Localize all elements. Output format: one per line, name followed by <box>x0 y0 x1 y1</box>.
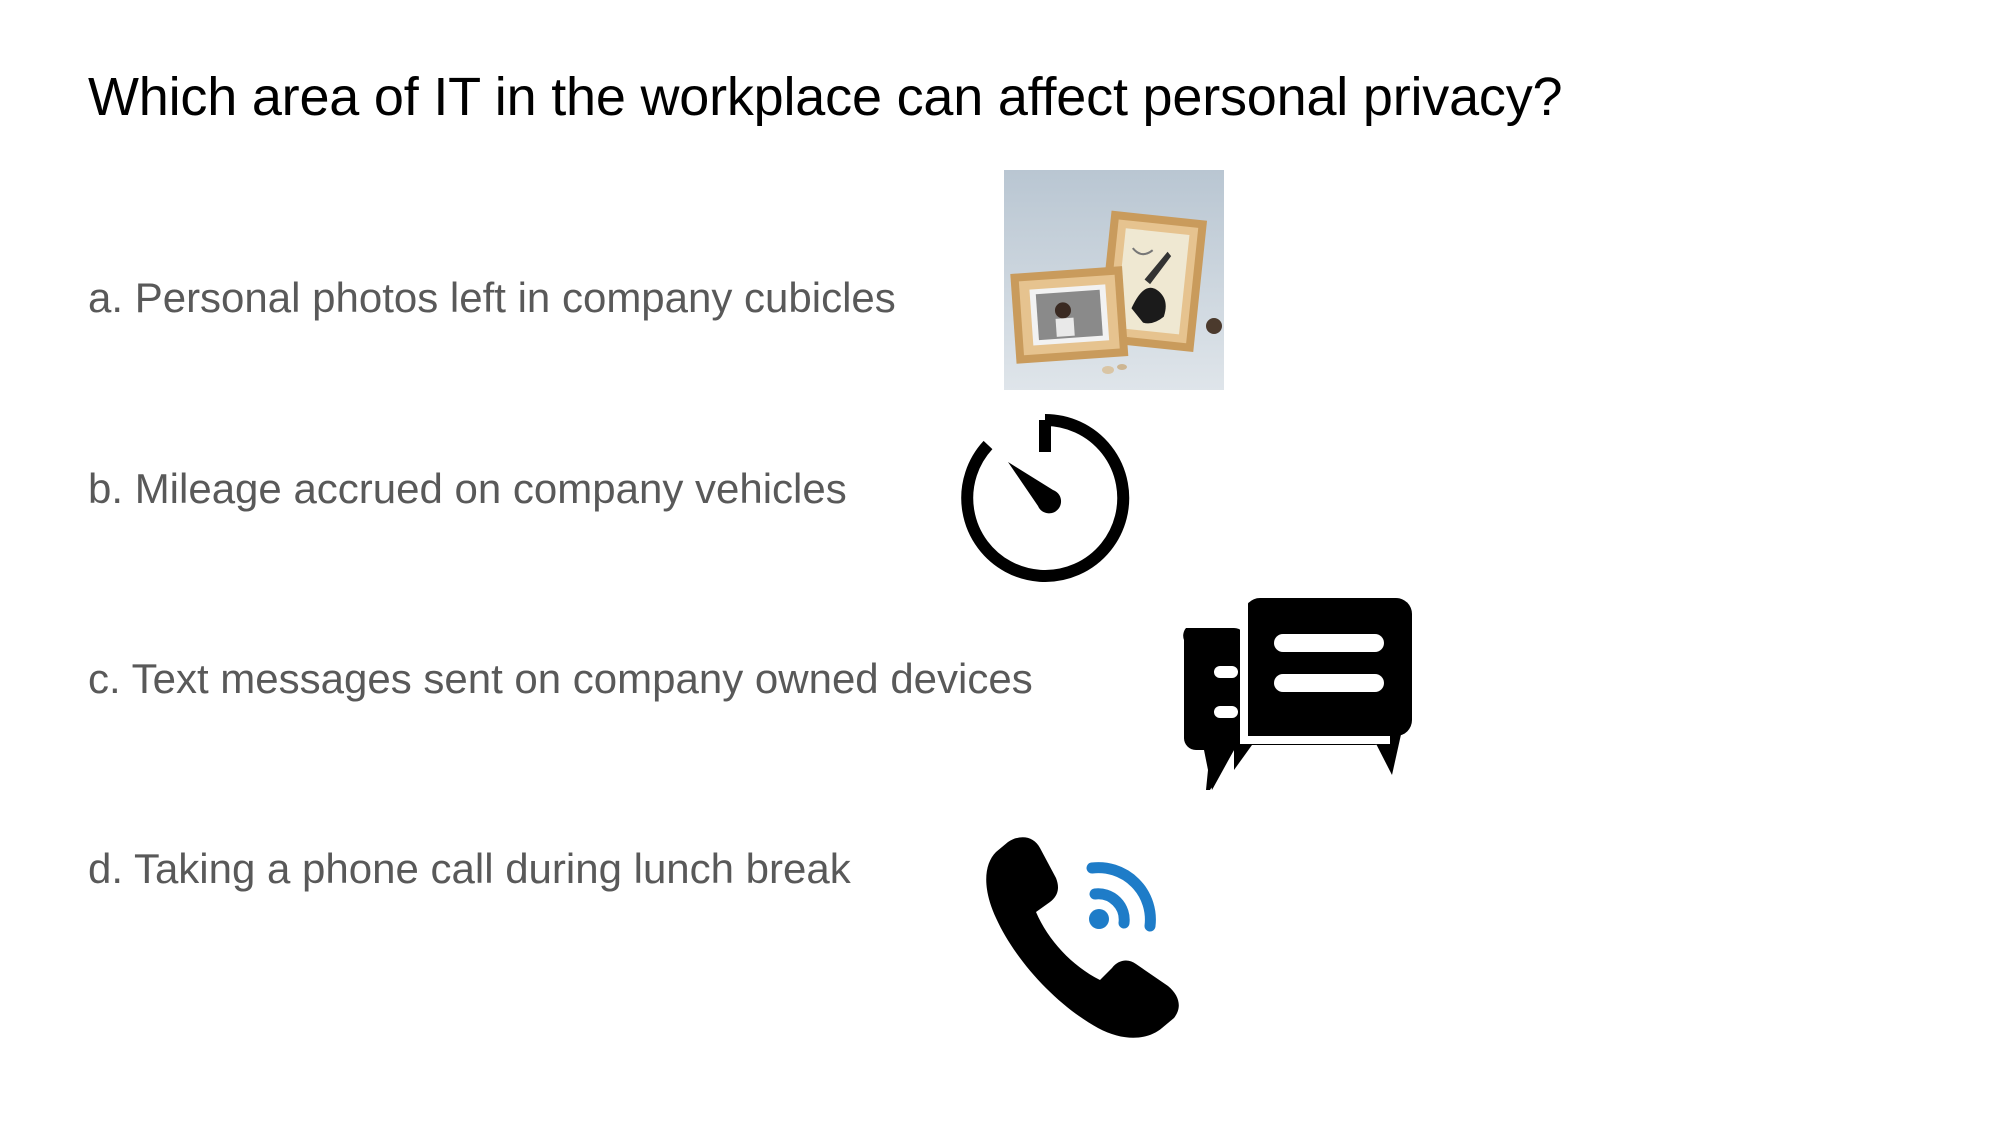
chat-bubbles-icon <box>1183 594 1412 790</box>
option-b: b. Mileage accrued on company vehicles <box>88 465 847 512</box>
option-d: d. Taking a phone call during lunch brea… <box>88 845 851 892</box>
slide-title: Which area of IT in the workplace can af… <box>88 67 1563 127</box>
option-a: a. Personal photos left in company cubic… <box>88 274 896 321</box>
photo-frames-image <box>1004 170 1224 390</box>
option-c: c. Text messages sent on company owned d… <box>88 655 1033 702</box>
speedometer-icon <box>961 413 1130 582</box>
phone-call-icon <box>986 837 1179 1038</box>
